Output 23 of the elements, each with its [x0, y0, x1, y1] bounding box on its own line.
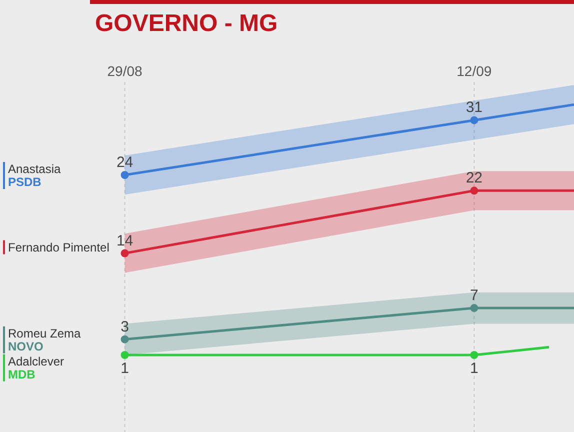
point — [470, 116, 478, 124]
data-label: 7 — [470, 287, 478, 304]
data-label: 31 — [466, 99, 483, 116]
data-label: 1 — [120, 360, 129, 377]
data-label: 22 — [466, 170, 483, 187]
chart-title: GOVERNO - MG — [95, 10, 278, 37]
data-label: 24 — [116, 154, 134, 171]
data-label: 1 — [470, 360, 478, 377]
legend-label: Fernando Pimentel — [8, 240, 110, 254]
x-tick-label: 12/09 — [456, 63, 492, 79]
point — [470, 351, 478, 359]
point — [120, 171, 129, 179]
point — [120, 351, 129, 359]
x-tick-label: 29/08 — [107, 63, 143, 79]
point — [120, 335, 129, 344]
point — [470, 304, 478, 312]
legend-label: Anastasia PSDB — [8, 162, 62, 189]
data-label: 14 — [116, 232, 134, 250]
data-label: 3 — [120, 318, 129, 336]
point — [120, 249, 129, 258]
legend-label: Romeu Zema NOVO — [8, 326, 82, 354]
legend-label: Adalclever MDB — [8, 354, 64, 382]
point — [470, 186, 478, 195]
